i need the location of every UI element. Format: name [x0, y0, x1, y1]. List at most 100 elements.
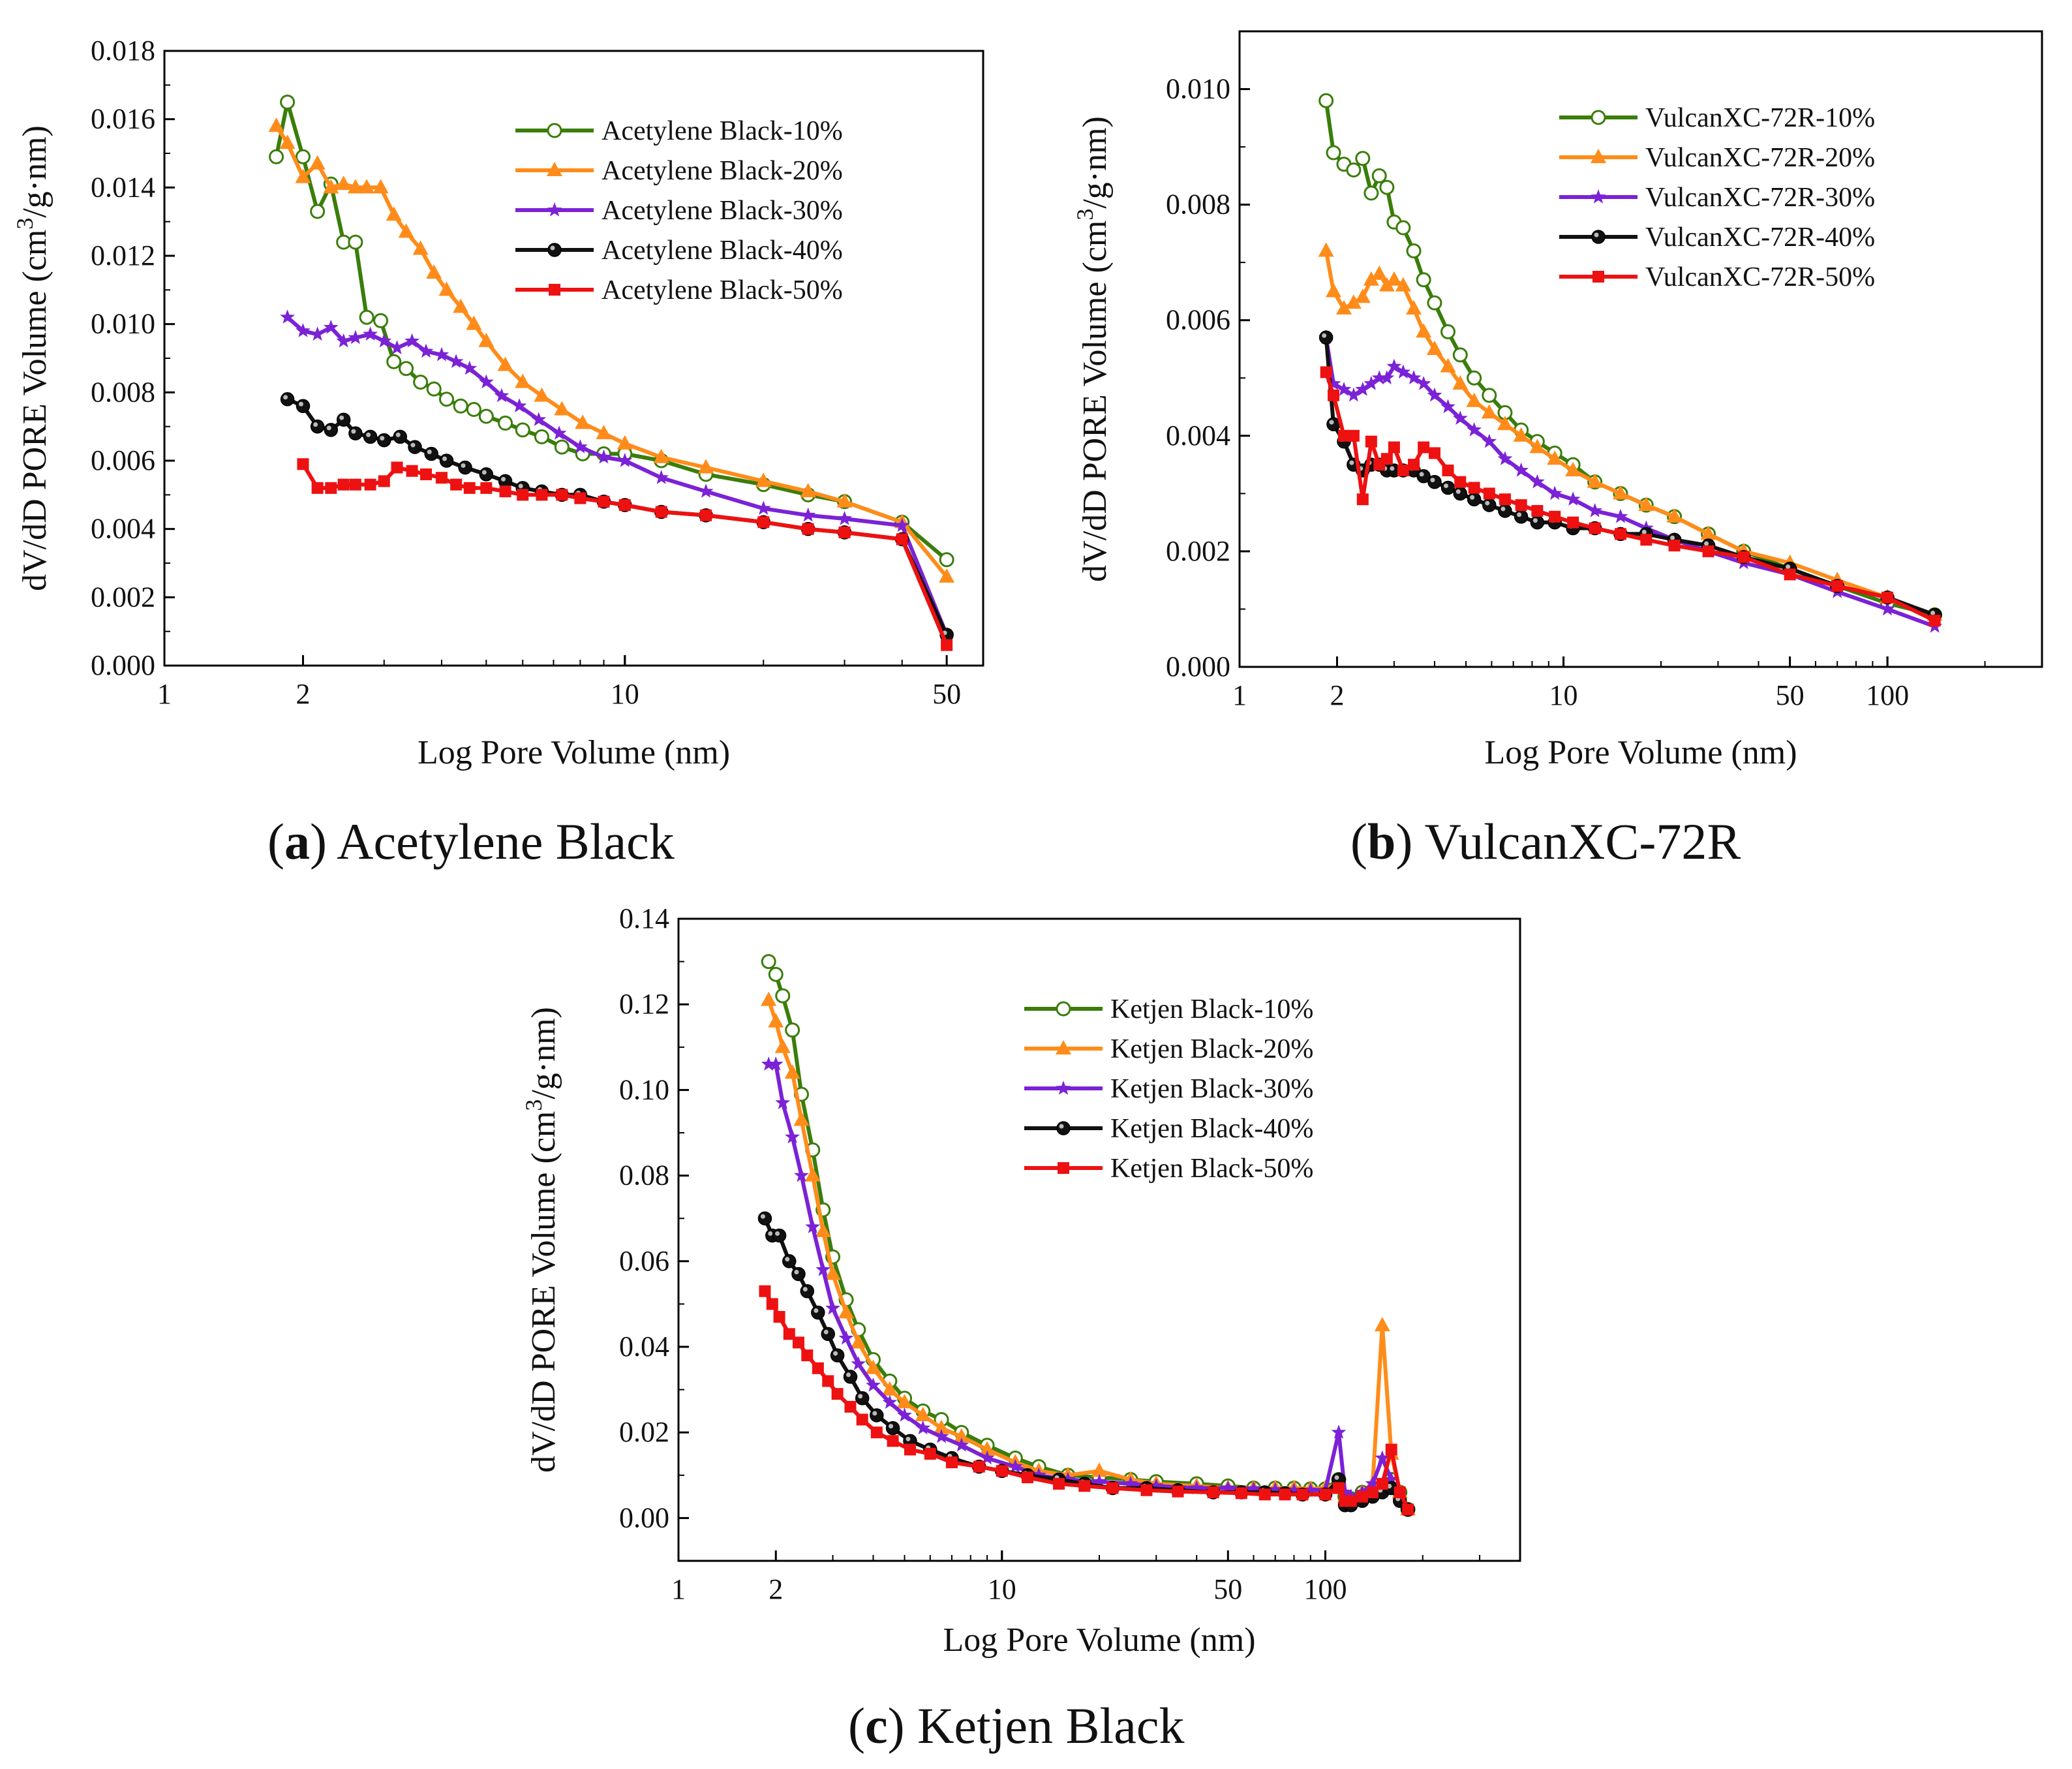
data-point — [1482, 498, 1497, 512]
data-point — [324, 423, 339, 437]
data-point — [836, 493, 853, 508]
data-point — [1053, 1477, 1065, 1490]
marker-highlight — [833, 1351, 838, 1356]
marker-highlight — [518, 484, 523, 489]
marker-highlight — [785, 1257, 790, 1262]
data-point — [438, 281, 455, 296]
data-point — [1345, 1495, 1357, 1507]
data-point — [335, 176, 352, 191]
y-axis-label-sup: 3 — [12, 218, 38, 230]
data-point — [837, 511, 852, 525]
data-point — [698, 459, 714, 474]
data-point — [420, 468, 433, 480]
data-point — [399, 361, 414, 377]
data-point — [850, 1334, 866, 1349]
data-point — [825, 1265, 841, 1280]
data-point — [838, 1330, 854, 1345]
series-line — [301, 463, 949, 646]
data-point — [453, 398, 468, 414]
series-1 — [761, 954, 1416, 1517]
data-point — [453, 298, 469, 313]
data-point — [348, 234, 363, 250]
data-point — [1356, 493, 1369, 506]
data-point — [768, 1013, 784, 1028]
data-point — [1022, 1471, 1034, 1484]
data-point — [363, 326, 378, 341]
data-point — [800, 507, 816, 522]
legend-marker — [1591, 230, 1606, 244]
data-point — [534, 429, 549, 444]
data-point — [617, 453, 633, 467]
data-point — [1331, 1424, 1347, 1439]
data-point — [1547, 450, 1563, 465]
data-point — [954, 1437, 969, 1452]
data-point — [310, 326, 325, 341]
data-point — [517, 489, 529, 501]
data-point — [1371, 168, 1387, 183]
y-tick-label: 0.008 — [1166, 189, 1230, 221]
caption-a: (a) Acetylene Black — [267, 813, 675, 870]
data-point — [1497, 416, 1513, 431]
marker-highlight — [481, 470, 487, 475]
data-point — [1287, 1482, 1302, 1497]
data-point — [1397, 464, 1409, 476]
legend-marker — [1058, 1162, 1069, 1174]
data-point — [1364, 185, 1379, 201]
data-point — [554, 439, 570, 455]
series-3 — [761, 1056, 1416, 1516]
data-point — [1587, 502, 1603, 517]
data-point — [280, 392, 295, 407]
data-point — [1364, 376, 1379, 390]
series-2 — [268, 117, 955, 583]
marker-highlight — [768, 1231, 773, 1236]
data-point — [768, 966, 784, 982]
marker-highlight — [442, 456, 447, 461]
data-point — [757, 516, 770, 529]
data-point — [882, 1394, 898, 1409]
y-tick-label: 0.12 — [619, 988, 669, 1020]
y-tick-label: 0.14 — [619, 902, 669, 934]
data-point — [654, 470, 669, 484]
data-point — [1483, 487, 1495, 500]
data-point — [1320, 366, 1332, 378]
data-point — [887, 1435, 899, 1447]
data-point — [499, 485, 511, 498]
marker-highlight — [427, 450, 432, 455]
y-axis-label-sup: 3 — [521, 1100, 547, 1111]
data-point — [924, 1448, 936, 1460]
data-point — [1668, 540, 1681, 552]
data-point — [310, 419, 325, 434]
data-point — [757, 1211, 772, 1225]
data-point — [1318, 242, 1334, 257]
marker-highlight — [775, 1231, 780, 1236]
data-point — [759, 1285, 771, 1297]
legend-label: Acetylene Black-10% — [602, 116, 843, 146]
data-point — [1514, 510, 1529, 524]
data-point — [404, 333, 419, 348]
data-point — [1547, 485, 1562, 500]
data-point — [448, 354, 464, 368]
marker-highlight — [380, 436, 385, 441]
data-point — [1374, 1317, 1390, 1332]
data-point — [1326, 145, 1341, 161]
data-point — [761, 991, 777, 1006]
x-tick-label: 2 — [1330, 679, 1344, 711]
data-point — [996, 1465, 1008, 1477]
x-tick-label: 1 — [671, 1573, 686, 1605]
data-point — [296, 399, 311, 414]
data-point — [426, 264, 442, 279]
data-point — [1346, 162, 1362, 178]
data-point — [480, 482, 493, 494]
data-point — [1614, 528, 1626, 540]
marker-highlight — [366, 432, 371, 437]
x-tick-label: 50 — [1213, 1573, 1242, 1605]
data-point — [478, 332, 495, 347]
data-point — [376, 433, 391, 448]
data-point — [1514, 462, 1529, 477]
series-5 — [1320, 366, 1941, 627]
data-point — [1123, 1475, 1138, 1490]
legend-marker — [547, 243, 562, 257]
series-2 — [1318, 242, 1943, 621]
legend-marker — [1591, 189, 1606, 204]
plot-content-a: 0.000 0.002 0.004 0.006 0.008 0.010 0.012 0.014… — [12, 35, 984, 771]
